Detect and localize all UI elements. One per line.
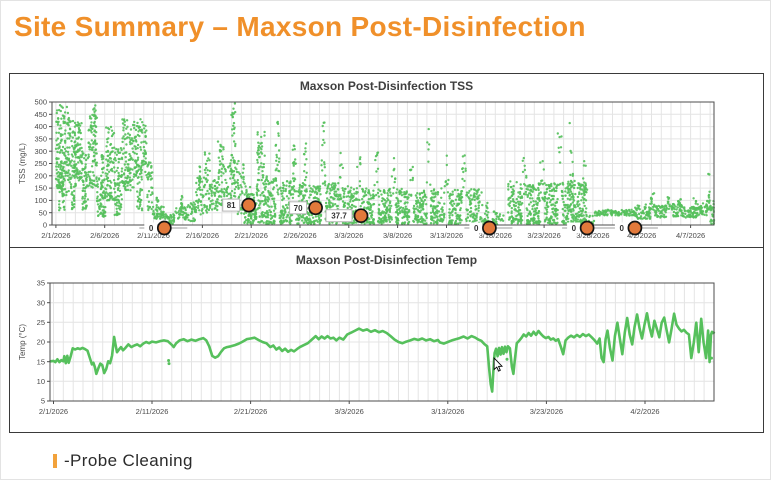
svg-text:400: 400 <box>34 122 47 131</box>
temp-chart-title: Maxson Post-Disinfection Temp <box>295 253 478 267</box>
svg-text:3/13/2026: 3/13/2026 <box>431 407 464 416</box>
svg-text:2/1/2026: 2/1/2026 <box>41 231 70 240</box>
probe-cleaning-legend: -Probe Cleaning <box>53 451 193 471</box>
probe-cleaning-marker <box>308 200 323 216</box>
tss-chart-plot: 2/1/2026 2/6/2026 2/11/2026 2/16/2026 2/21/2… <box>18 98 716 240</box>
tss-scatter-points <box>54 102 716 226</box>
temp-stray-points <box>167 356 713 366</box>
probe-cleaning-marker <box>482 220 497 236</box>
svg-text:5: 5 <box>41 397 45 406</box>
x-axis: 2/1/2026 2/11/2026 2/21/2026 3/3/2026 3/13/2… <box>39 401 660 416</box>
svg-text:50: 50 <box>39 208 47 217</box>
y-axis: 5 10 15 20 25 30 35 <box>37 279 50 406</box>
svg-text:3/3/2026: 3/3/2026 <box>335 407 364 416</box>
svg-text:2/1/2026: 2/1/2026 <box>39 407 68 416</box>
svg-text:2/6/2026: 2/6/2026 <box>90 231 119 240</box>
svg-text:4/2/2026: 4/2/2026 <box>627 231 656 240</box>
svg-text:10: 10 <box>37 377 45 386</box>
svg-text:500: 500 <box>34 98 47 107</box>
probe-cleaning-marker-swatch <box>53 454 57 468</box>
svg-text:0: 0 <box>149 224 154 233</box>
gridlines <box>52 101 714 226</box>
svg-text:300: 300 <box>34 147 47 156</box>
probe-cleaning-marker <box>579 220 595 236</box>
temp-chart-panel: Maxson Post-Disinfection Temp 2/1/2026 2/… <box>9 247 764 433</box>
probe-cleaning-markers: 0 81 70 37.7 0 0 0 <box>139 197 658 236</box>
svg-text:3/23/2026: 3/23/2026 <box>530 407 563 416</box>
svg-text:4/7/2026: 4/7/2026 <box>676 231 705 240</box>
svg-text:2/11/2026: 2/11/2026 <box>137 231 170 240</box>
svg-text:0: 0 <box>474 224 479 233</box>
temp-line <box>49 312 716 393</box>
svg-text:25: 25 <box>37 318 45 327</box>
page-title: Site Summary – Maxson Post-Disinfection <box>14 11 586 42</box>
svg-text:350: 350 <box>34 135 47 144</box>
svg-text:200: 200 <box>34 171 47 180</box>
svg-text:2/16/2026: 2/16/2026 <box>186 231 219 240</box>
probe-cleaning-marker <box>156 220 172 236</box>
probe-cleaning-marker <box>241 197 257 213</box>
svg-text:4/2/2026: 4/2/2026 <box>630 407 659 416</box>
mouse-cursor-icon <box>493 356 504 372</box>
probe-cleaning-marker <box>627 220 643 236</box>
svg-text:2/21/2026: 2/21/2026 <box>235 231 268 240</box>
svg-text:3/8/2026: 3/8/2026 <box>383 231 412 240</box>
svg-text:0: 0 <box>43 221 47 230</box>
y-axis-title: TSS (mg/L) <box>18 143 27 184</box>
svg-text:3/28/2026: 3/28/2026 <box>576 231 609 240</box>
y-axis-title: Temp (°C) <box>18 324 27 360</box>
temp-chart-plot: 2/1/2026 2/11/2026 2/21/2026 3/3/2026 3/13/2… <box>18 279 716 416</box>
tss-chart-title: Maxson Post-Disinfection TSS <box>299 79 474 93</box>
svg-text:2/21/2026: 2/21/2026 <box>234 407 267 416</box>
svg-text:70: 70 <box>294 204 303 213</box>
tss-chart-panel: Maxson Post-Disinfection TSS 2/1/2026 2/6… <box>9 73 764 248</box>
probe-cleaning-label: -Probe Cleaning <box>64 451 193 470</box>
svg-text:100: 100 <box>34 196 47 205</box>
svg-text:0: 0 <box>572 224 577 233</box>
probe-cleaning-marker <box>353 208 369 224</box>
svg-text:2/11/2026: 2/11/2026 <box>136 407 169 416</box>
svg-text:81: 81 <box>227 201 236 210</box>
svg-text:3/3/2026: 3/3/2026 <box>334 231 363 240</box>
svg-text:20: 20 <box>37 338 45 347</box>
y-axis: 0 50 100 150 200 250 300 350 400 450 500 <box>34 98 52 230</box>
svg-text:3/13/2026: 3/13/2026 <box>430 231 463 240</box>
svg-text:0: 0 <box>619 224 624 233</box>
svg-text:35: 35 <box>37 279 45 288</box>
svg-text:3/18/2026: 3/18/2026 <box>479 231 512 240</box>
svg-text:30: 30 <box>37 298 45 307</box>
svg-text:450: 450 <box>34 110 47 119</box>
svg-text:3/23/2026: 3/23/2026 <box>527 231 560 240</box>
svg-text:150: 150 <box>34 184 47 193</box>
svg-text:15: 15 <box>37 357 45 366</box>
svg-text:2/26/2026: 2/26/2026 <box>283 231 316 240</box>
svg-text:250: 250 <box>34 159 47 168</box>
x-axis: 2/1/2026 2/6/2026 2/11/2026 2/16/2026 2/21/2… <box>41 225 705 240</box>
svg-text:37.7: 37.7 <box>331 212 347 221</box>
